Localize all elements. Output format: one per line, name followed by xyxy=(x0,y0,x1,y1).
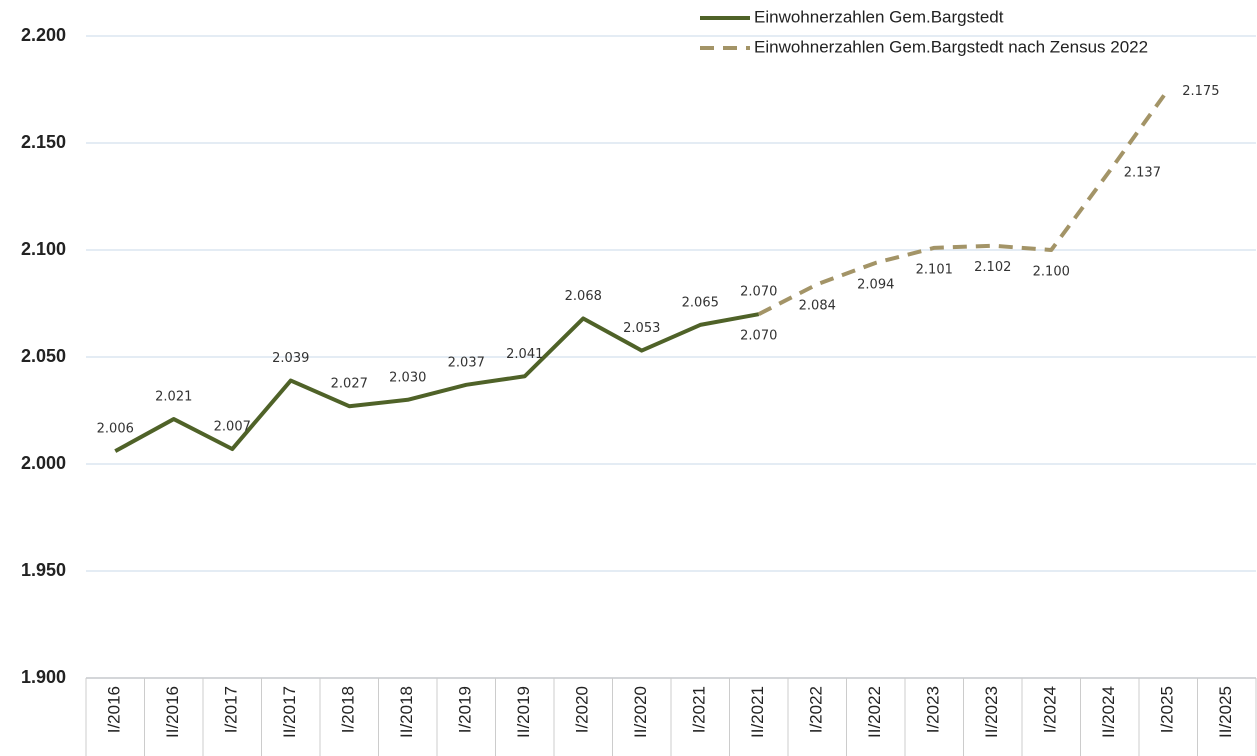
data-label: 2.039 xyxy=(272,351,309,366)
data-label: 2.030 xyxy=(389,370,426,385)
data-label: 2.137 xyxy=(1124,165,1161,180)
x-tick-label: II/2019 xyxy=(514,686,533,738)
data-label: 2.102 xyxy=(974,260,1011,275)
y-tick-label: 2.200 xyxy=(21,25,66,45)
data-label: 2.053 xyxy=(623,321,660,336)
x-tick-label: II/2025 xyxy=(1216,686,1235,738)
series-line xyxy=(757,88,1170,316)
y-tick-label: 2.000 xyxy=(21,453,66,473)
series-line xyxy=(114,312,760,453)
y-tick-label: 1.950 xyxy=(21,560,66,580)
x-tick-label: I/2018 xyxy=(339,686,358,733)
x-tick-label: I/2022 xyxy=(807,686,826,733)
data-label: 2.068 xyxy=(565,289,602,304)
y-tick-label: 2.100 xyxy=(21,239,66,259)
x-tick-label: I/2016 xyxy=(105,686,124,733)
data-label: 2.094 xyxy=(857,277,894,292)
y-tick-label: 2.150 xyxy=(21,132,66,152)
x-tick-label: II/2024 xyxy=(1099,686,1118,738)
data-label: 2.100 xyxy=(1033,265,1070,280)
data-label: 2.041 xyxy=(506,347,543,362)
data-label: 2.006 xyxy=(97,422,134,437)
data-label: 2.175 xyxy=(1182,84,1219,99)
x-tick-label: II/2022 xyxy=(865,686,884,738)
data-label: 2.037 xyxy=(448,355,485,370)
x-tick-label: II/2018 xyxy=(397,686,416,738)
x-tick-label: I/2023 xyxy=(924,686,943,733)
y-tick-label: 1.900 xyxy=(21,667,66,687)
data-label: 2.084 xyxy=(799,299,836,314)
data-label: 2.070 xyxy=(740,329,777,344)
x-tick-label: I/2025 xyxy=(1158,686,1177,733)
x-tick-label: II/2020 xyxy=(631,686,650,738)
x-tick-label: II/2023 xyxy=(982,686,1001,738)
x-tick-label: II/2021 xyxy=(748,686,767,738)
legend-label: Einwohnerzahlen Gem.Bargstedt xyxy=(754,7,1004,26)
data-label: 2.027 xyxy=(331,377,368,392)
x-tick-label: II/2017 xyxy=(280,686,299,738)
data-label: 2.101 xyxy=(916,262,953,277)
data-label: 2.070 xyxy=(740,285,777,300)
x-tick-label: I/2017 xyxy=(222,686,241,733)
x-tick-label: I/2019 xyxy=(456,686,475,733)
y-tick-label: 2.050 xyxy=(21,346,66,366)
data-label: 2.021 xyxy=(155,390,192,405)
x-tick-label: II/2016 xyxy=(163,686,182,738)
x-tick-label: I/2024 xyxy=(1041,686,1060,733)
data-label: 2.065 xyxy=(682,295,719,310)
data-label: 2.007 xyxy=(214,420,251,435)
x-tick-label: I/2020 xyxy=(573,686,592,733)
x-tick-label: I/2021 xyxy=(690,686,709,733)
legend-label: Einwohnerzahlen Gem.Bargstedt nach Zensu… xyxy=(754,37,1148,56)
